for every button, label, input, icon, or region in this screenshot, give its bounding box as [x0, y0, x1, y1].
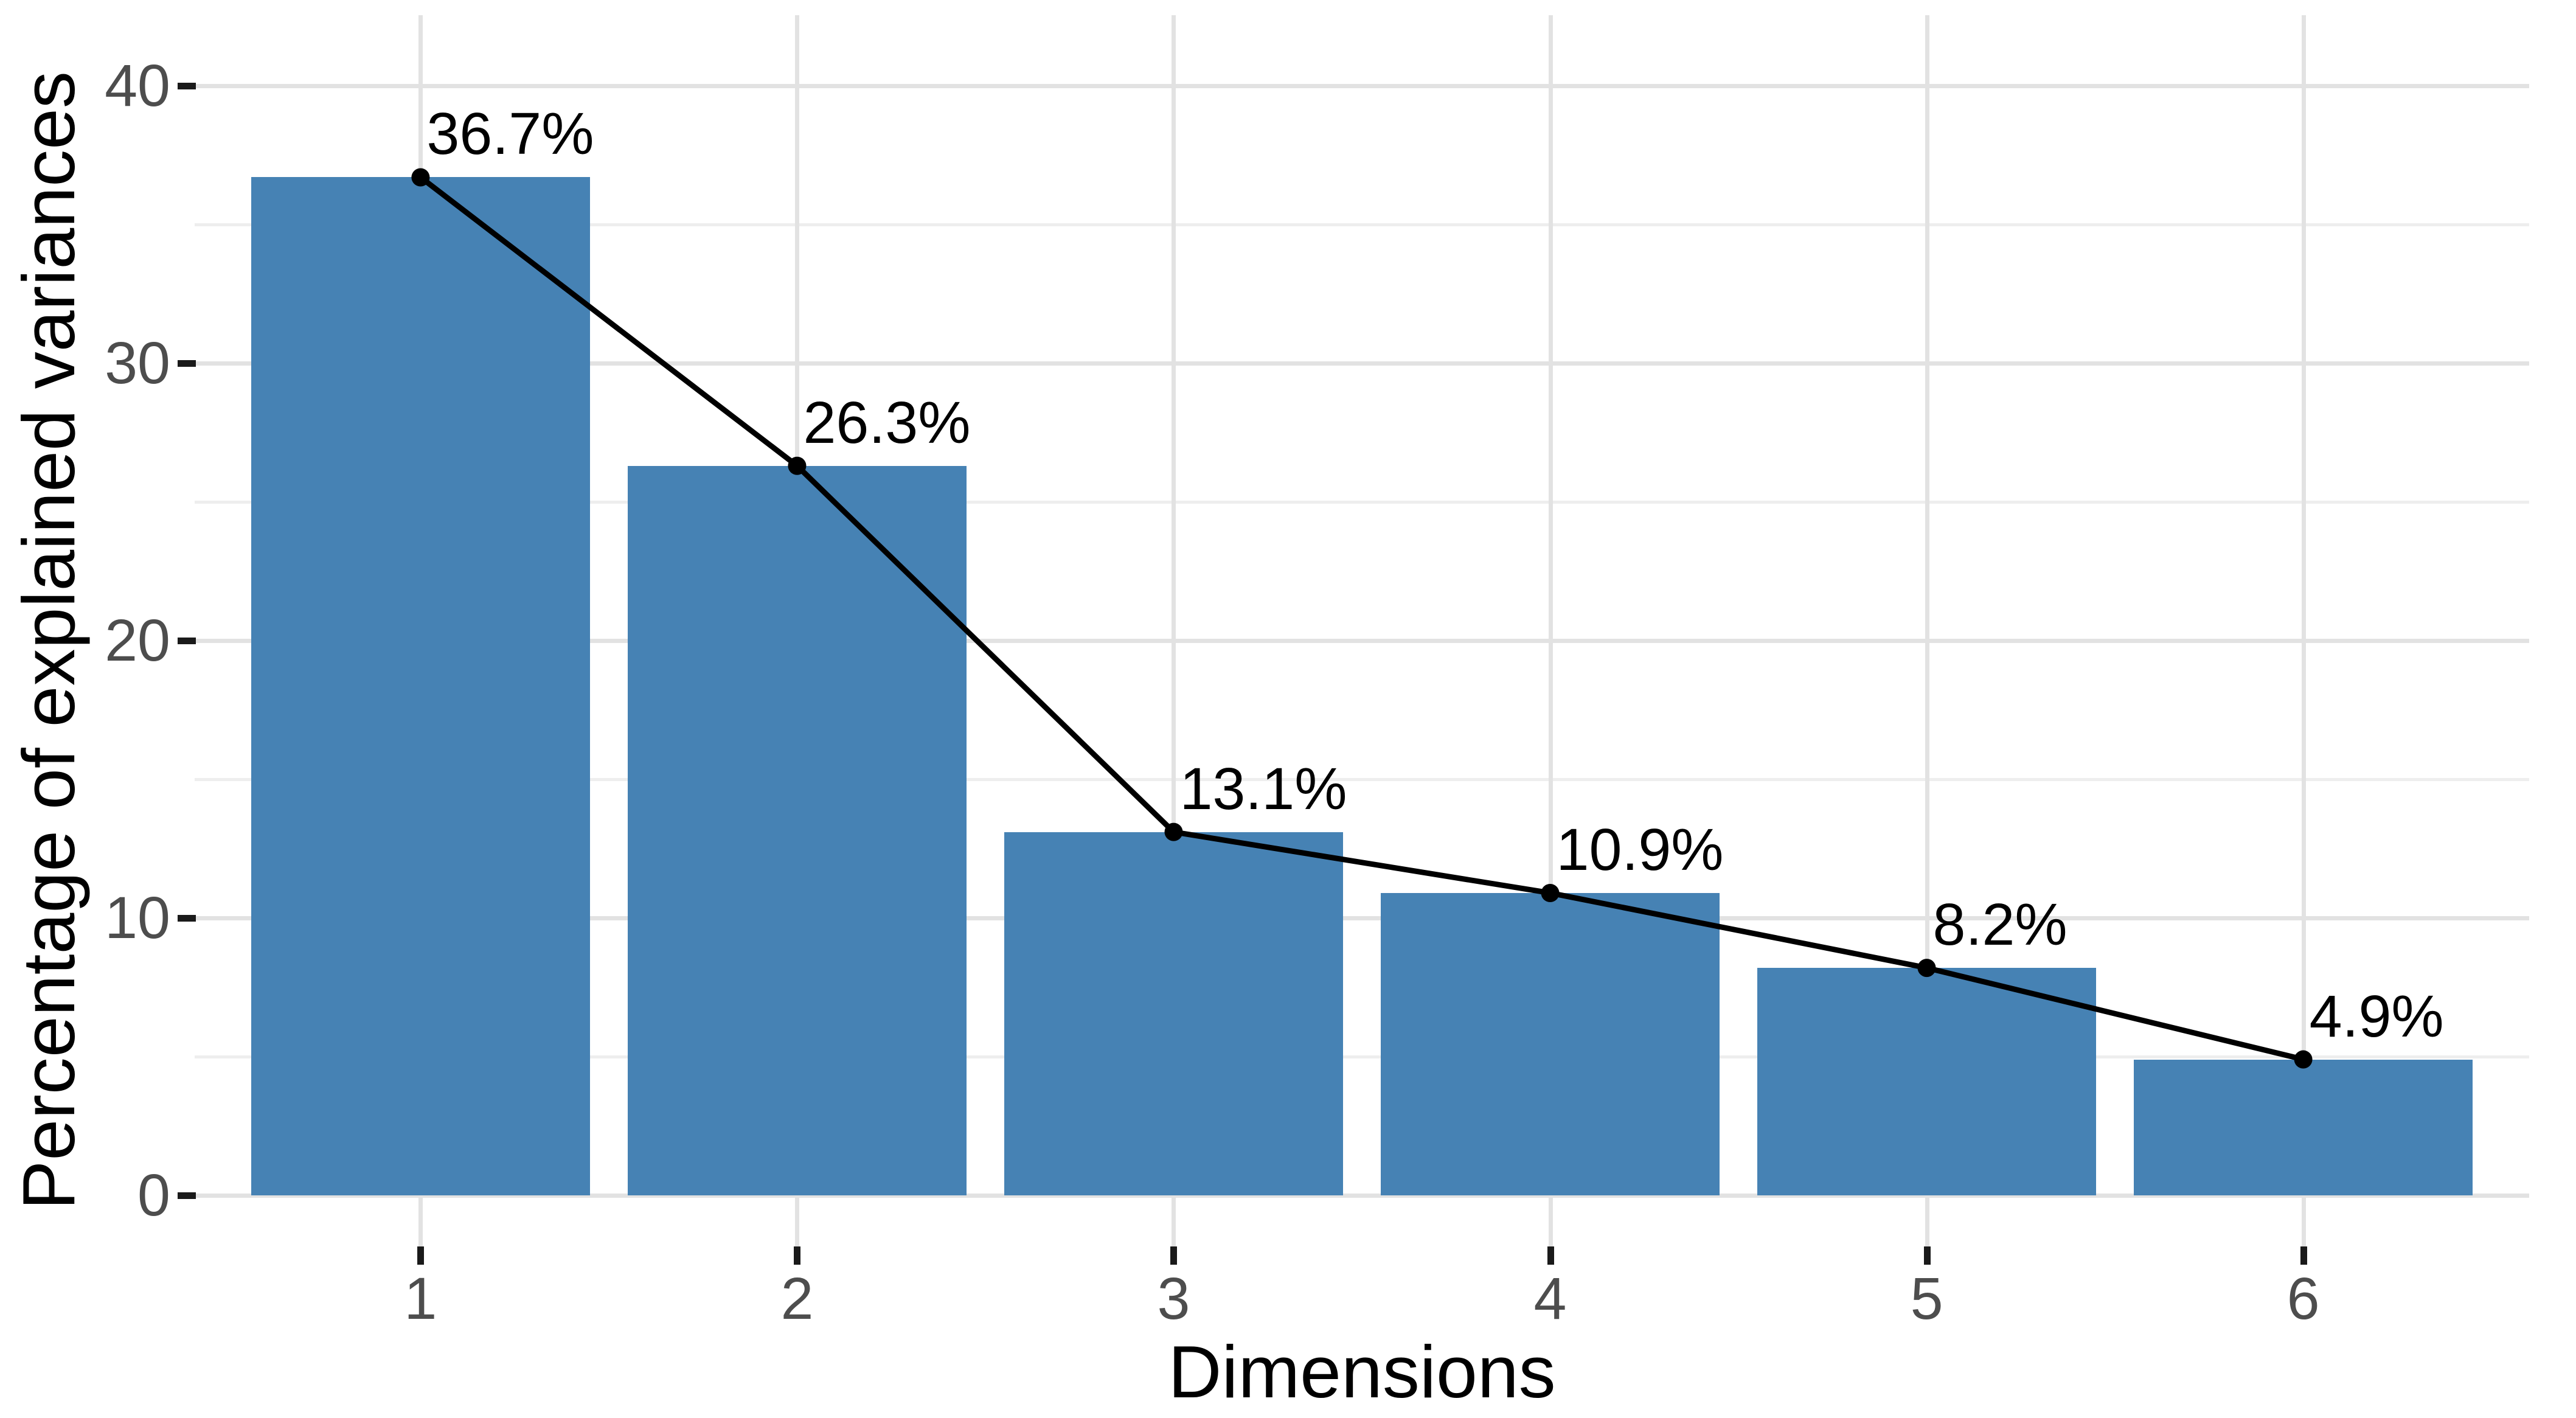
- x-axis-tick: [2300, 1246, 2307, 1265]
- plot-panel: 36.7% 26.3% 13.1% 10.9% 8.2% 4.9%: [195, 15, 2529, 1246]
- point-label-2: 26.3%: [803, 389, 971, 456]
- y-axis-tick: [178, 83, 196, 89]
- y-axis-tick-label: 20: [105, 607, 170, 673]
- point-label-1: 36.7%: [426, 100, 594, 167]
- y-axis-tick-label: 30: [105, 330, 170, 396]
- y-axis-tick-label: 10: [105, 885, 170, 951]
- x-axis-tick: [794, 1246, 801, 1265]
- y-axis-tick: [178, 638, 196, 644]
- bar-dimension-2: [627, 465, 967, 1195]
- y-axis-tick-label: 40: [105, 52, 170, 119]
- y-axis-tick: [178, 915, 196, 922]
- bar-dimension-3: [1004, 832, 1343, 1195]
- bar-dimension-4: [1381, 892, 1720, 1195]
- y-axis-tick-label: 0: [137, 1162, 170, 1228]
- point-label-4: 10.9%: [1556, 816, 1724, 883]
- x-axis-tick: [1923, 1246, 1931, 1265]
- y-axis-tick: [178, 360, 196, 367]
- x-axis-tick: [417, 1246, 425, 1265]
- x-axis-tick-label: 6: [2286, 1265, 2320, 1332]
- point-label-3: 13.1%: [1179, 755, 1347, 822]
- x-axis-tick-label: 4: [1533, 1265, 1567, 1332]
- x-axis-tick: [1547, 1246, 1554, 1265]
- bar-dimension-6: [2134, 1059, 2473, 1195]
- x-axis-title: Dimensions: [1168, 1330, 1556, 1413]
- x-axis-tick-label: 1: [404, 1265, 437, 1332]
- gridline-horizontal-major: [195, 84, 2529, 88]
- point-label-5: 8.2%: [1932, 891, 2067, 958]
- x-axis-tick-label: 5: [1910, 1265, 1943, 1332]
- x-axis-tick-label: 2: [780, 1265, 814, 1332]
- x-axis-tick: [1170, 1246, 1178, 1265]
- gridline-horizontal-major: [195, 1194, 2529, 1198]
- point-label-6: 4.9%: [2309, 982, 2444, 1049]
- y-axis-tick: [178, 1192, 196, 1199]
- bar-dimension-5: [1757, 968, 2097, 1195]
- bar-dimension-1: [251, 177, 590, 1195]
- x-axis-tick-label: 3: [1157, 1265, 1190, 1332]
